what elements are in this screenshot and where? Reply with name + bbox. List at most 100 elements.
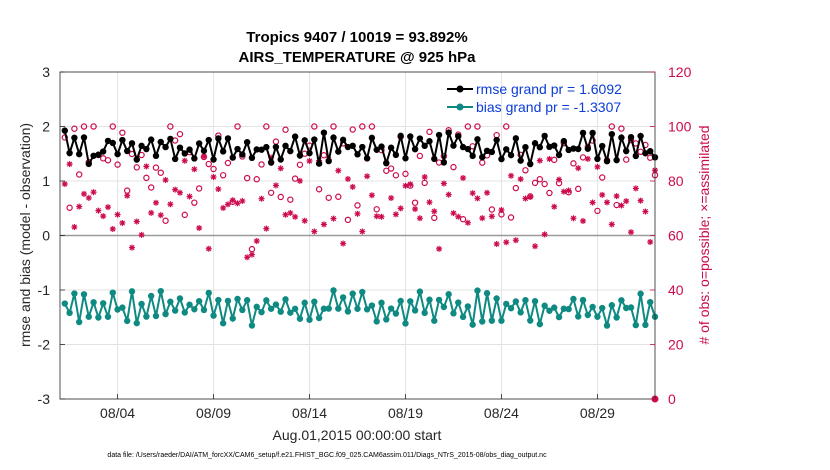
obs-possible-marker [536,176,544,183]
obs-assimilated-marker [440,180,447,187]
rmse-point [618,134,625,141]
obs-assimilated-marker [431,208,438,215]
rmse-point [119,136,126,144]
asterisk-stroke [378,214,385,220]
obs-assimilated-marker [66,161,73,168]
rmse-point [555,151,563,159]
asterisk-stroke [556,176,562,183]
asterisk-stroke [330,215,337,222]
bias-point [450,310,457,317]
obs-assimilated-marker [580,217,587,224]
rmse-point [431,155,438,163]
obs-assimilated-marker [551,203,558,210]
obs-assimilated-marker [167,201,174,208]
asterisk-stroke [580,218,586,224]
obs-possible-marker [104,157,112,164]
bias-point [219,320,227,327]
bias-point [75,318,83,326]
rmse-point [301,137,308,144]
bias-point [181,309,188,316]
obs-possible-marker [311,123,318,130]
rmse-point [407,133,414,140]
asterisk-stroke [225,201,231,207]
bias-point [114,306,121,313]
rmse-point [483,147,491,155]
bias-point [368,302,376,309]
asterisk-stroke [417,215,423,221]
obs-possible-marker [373,206,380,213]
y-right-tick-label: 120 [668,64,692,80]
bias-point [579,296,587,304]
bias-point [527,317,534,324]
y-tick-label: 2 [42,119,50,135]
obs-assimilated-marker [469,190,476,197]
rmse-point [267,159,275,166]
obs-possible-marker [80,123,88,130]
rmse-point [152,152,160,160]
bias-point [152,312,160,320]
obs-assimilated-marker [234,200,241,207]
asterisk-stroke [81,191,87,197]
obs-possible-marker [464,123,472,130]
rmse-point [253,146,260,153]
obs-assimilated-marker [517,176,524,183]
obs-assimilated-marker [426,199,433,206]
bias-point [61,300,68,307]
y-axis-left: -3 -2 -1 0 1 2 3 [38,64,65,407]
bias-point [455,299,462,306]
rmse-point [383,159,390,167]
obs-assimilated-marker [196,225,203,232]
rmse-point [248,154,256,161]
bias-point [176,295,184,302]
asterisk-stroke [618,202,625,209]
rmse-point [99,148,107,155]
obs-possible-marker [90,123,97,130]
obs-possible-marker [402,170,409,178]
bias-point [402,320,409,327]
obs-possible-marker [570,160,577,167]
obs-possible-marker [411,199,419,206]
y-tick-label: 0 [42,228,50,244]
obs-assimilated-marker [172,186,179,193]
rmse-point [632,152,640,160]
bias-point [503,300,510,308]
bias-point [128,288,136,295]
obs-possible-marker [608,123,616,130]
obs-assimilated-marker [282,211,289,218]
rmse-point [359,143,366,151]
asterisk-stroke [167,201,173,207]
rmse-point [80,134,88,141]
asterisk-stroke [306,158,313,164]
rmse-point [229,154,236,161]
obs-possible-marker [263,123,270,130]
asterisk-stroke [369,192,375,198]
y-right-tick-label: 20 [668,337,684,353]
obs-possible-marker [431,214,438,222]
obs-assimilated-marker [522,195,529,202]
obs-possible-marker [176,130,184,138]
asterisk-stroke [609,221,615,227]
obs-possible-marker [450,163,457,171]
obs-assimilated-marker [464,219,471,226]
obs-assimilated-marker [239,197,246,204]
obs-possible-marker [66,204,73,211]
obs-assimilated-marker [157,212,164,219]
bias-point [392,310,400,317]
obs-possible-marker [210,165,217,173]
y-axis-label: rmse and bias (model - observation) [17,123,33,347]
bias-point [85,313,92,320]
bias-point [387,305,395,312]
obs-assimilated-marker [570,215,577,222]
rmse-point [239,151,246,158]
asterisk-stroke [546,156,553,162]
obs-assimilated-marker [335,167,342,174]
asterisk-stroke [527,194,533,200]
y-axis-right-label: # of obs: o=possible; ×=assimilated [696,125,712,344]
rmse-point [599,142,606,150]
rmse-point [181,150,188,157]
obs-assimilated-marker [508,172,515,179]
rmse-point [594,155,601,163]
bias-point [349,290,356,297]
obs-assimilated-marker [104,204,111,211]
obs-assimilated-marker [114,211,121,218]
